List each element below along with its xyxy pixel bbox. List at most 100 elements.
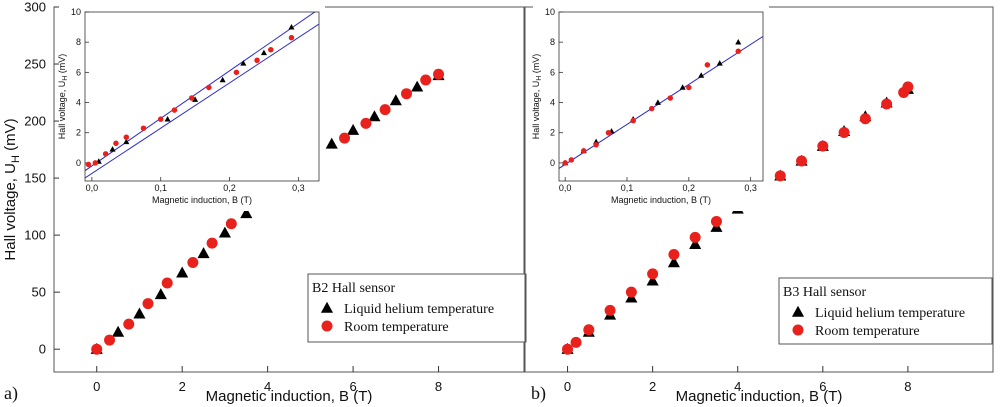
x-tick-label: 4 <box>734 379 741 394</box>
inset-series-room <box>85 34 295 168</box>
inset-fit-line <box>559 36 763 169</box>
inset-y-label-main: Hall voltage, U <box>57 81 67 140</box>
inset-y-tick-label: 2 <box>550 128 555 138</box>
data-point <box>625 286 637 298</box>
inset-data-point <box>716 60 723 66</box>
legend-marker-helium <box>791 305 805 317</box>
inset-data-point <box>562 160 568 166</box>
inset-data-point <box>593 142 599 148</box>
inset-y-label-unit: (mV) <box>531 54 541 76</box>
inset-y-tick-label: 10 <box>545 7 555 17</box>
legend-marker-room <box>792 324 804 336</box>
data-point <box>123 318 135 330</box>
data-point <box>339 132 351 144</box>
inset-plot: 0,0 0,1 0,2 0,3 0 2 4 6 8 10 Magnetic induction, B… <box>57 6 325 211</box>
inset-data-point <box>735 39 742 45</box>
inset-data-point <box>686 84 692 91</box>
data-point <box>583 324 595 336</box>
inset-y-axis-label: Hall voltage, UH (mV) <box>531 54 543 140</box>
data-point <box>379 104 391 116</box>
inset-data-point <box>164 115 171 122</box>
data-point <box>197 247 210 259</box>
inset-data-point <box>140 125 147 131</box>
data-point <box>389 94 402 106</box>
inset-y-label-sub: H <box>536 76 543 81</box>
data-point <box>838 126 850 138</box>
data-point <box>133 307 146 319</box>
data-point <box>325 137 338 149</box>
y-tick-label: 200 <box>24 114 46 129</box>
inset-y-tick-label: 8 <box>76 37 81 47</box>
y-tick-label: 50 <box>32 285 46 300</box>
x-tick-label: 6 <box>819 379 826 394</box>
data-point <box>218 226 231 238</box>
x-tick-label: 2 <box>649 379 656 394</box>
inset-data-point <box>648 105 655 112</box>
inset-x-tick-label: 0,1 <box>154 183 167 193</box>
x-tick-label: 0 <box>93 379 100 394</box>
data-point <box>142 298 154 310</box>
inset-y-tick-label: 2 <box>76 128 81 138</box>
inset-data-point <box>679 84 686 90</box>
inset-x-tick-label: 0,2 <box>683 183 696 193</box>
inset-data-point <box>85 161 92 168</box>
data-point <box>689 231 701 243</box>
inset-data-point <box>605 129 612 136</box>
inset-data-point <box>654 99 661 105</box>
data-point <box>347 123 360 135</box>
inset-data-point <box>568 157 575 163</box>
data-point <box>646 274 659 286</box>
inset-data-point <box>268 46 274 53</box>
y-tick-label: 250 <box>24 57 46 72</box>
data-point <box>411 80 424 92</box>
data-point <box>368 110 381 122</box>
data-point <box>420 74 432 86</box>
inset-data-point <box>260 49 267 56</box>
inset-data-point <box>667 95 674 101</box>
inset-y-label-unit: (mV) <box>57 54 67 76</box>
data-point <box>817 140 829 152</box>
inset-x-tick-label: 0,3 <box>744 183 757 193</box>
legend-marker-room <box>321 320 333 332</box>
inset-x-tick-label: 0,1 <box>621 183 634 193</box>
inset-data-point <box>240 60 247 66</box>
inset-data-point <box>580 148 587 154</box>
legend-entry-room: Room temperature <box>815 324 920 339</box>
data-point <box>206 237 218 249</box>
x-axis-label: Magnetic induction, B (T) <box>676 388 843 405</box>
data-point <box>112 325 125 337</box>
inset-y-tick-label: 6 <box>76 67 81 77</box>
inset-data-point <box>192 96 199 102</box>
inset-data-point <box>254 57 260 64</box>
inset-y-tick-label: 0 <box>550 158 555 168</box>
inset-data-point <box>171 107 178 113</box>
inset-background <box>59 6 325 211</box>
data-point <box>360 117 372 129</box>
inset-y-tick-label: 0 <box>76 158 81 168</box>
x-axis-label: Magnetic induction, B (T) <box>206 388 373 405</box>
inset-y-tick-label: 4 <box>76 98 81 108</box>
series-room <box>562 81 914 355</box>
inset-y-label-sub: H <box>62 76 69 81</box>
data-point <box>176 266 189 278</box>
inset-data-point <box>698 72 705 78</box>
data-point <box>689 237 702 249</box>
data-point <box>902 81 914 93</box>
legend-box <box>307 273 527 343</box>
data-point <box>796 155 808 167</box>
data-point <box>154 288 167 300</box>
data-point <box>433 68 445 80</box>
data-point <box>859 113 871 125</box>
x-tick-label: 2 <box>179 379 186 394</box>
inset-y-tick-label: 10 <box>71 7 81 17</box>
legend-box <box>778 277 993 345</box>
inset-data-point <box>188 95 195 101</box>
inset-data-point <box>102 151 109 157</box>
x-tick-label: 8 <box>435 379 442 394</box>
inset-data-point <box>123 138 130 145</box>
inset-data-point <box>92 160 99 166</box>
data-point <box>240 207 253 219</box>
x-tick-label: 8 <box>904 379 911 394</box>
data-point <box>604 304 616 316</box>
